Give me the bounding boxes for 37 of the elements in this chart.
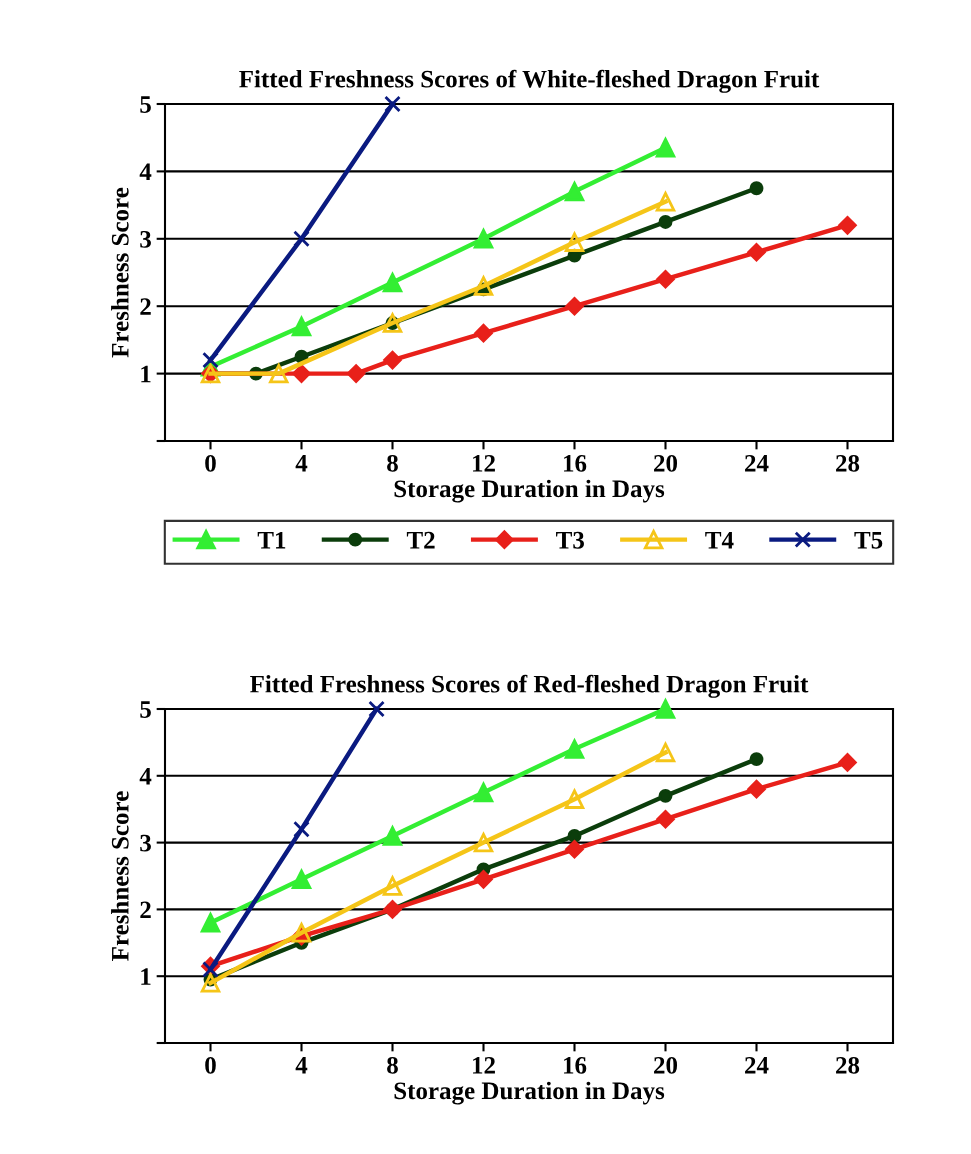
x-tick-label: 12 [473,1056,495,1074]
chart-title: Fitted Freshness Scores of White-fleshed Dragon Fruit [239,69,820,93]
legend-label: T2 [406,531,435,549]
x-tick-label: 20 [654,1056,678,1074]
x-tick-label: 0 [205,1056,216,1074]
x-tick-label: 16 [564,1056,587,1074]
y-tick-label: 3 [140,834,151,852]
x-tick-label: 8 [387,1056,398,1074]
x-tick-label: 12 [473,454,495,472]
y-tick-label: 4 [139,768,152,785]
y-tick-label: 2 [140,901,151,919]
y-axis-title: Freshness Score [111,791,129,961]
x-tick-label: 24 [745,1056,769,1074]
x-tick-label: 4 [295,455,308,472]
x-tick-label: 4 [295,1057,308,1074]
legend-label: T3 [556,531,584,549]
x-tick-label: 8 [387,454,398,472]
y-tick-label: 1 [141,968,151,985]
y-tick-label: 5 [140,701,151,718]
y-tick-label: 3 [140,230,151,248]
x-tick-label: 16 [564,454,587,472]
legend-label: T4 [705,531,734,549]
x-tick-label: 0 [205,454,216,472]
x-axis-title: Storage Duration in Days [394,479,665,503]
x-axis-title: Storage Duration in Days [394,1081,665,1105]
x-tick-label: 28 [836,454,860,472]
x-tick-label: 28 [836,1056,860,1074]
legend-label: T1 [257,531,286,549]
legend-label: T5 [854,532,883,549]
x-tick-label: 20 [654,454,678,472]
x-tick-label: 24 [745,454,769,472]
y-tick-label: 2 [140,298,151,315]
chart-title: Fitted Freshness Scores of Red-fleshed Dragon Fruit [250,674,809,698]
y-axis-title: Freshness Score [111,187,129,358]
y-tick-label: 4 [139,163,152,181]
y-tick-label: 1 [141,365,151,383]
y-tick-label: 5 [140,96,151,113]
